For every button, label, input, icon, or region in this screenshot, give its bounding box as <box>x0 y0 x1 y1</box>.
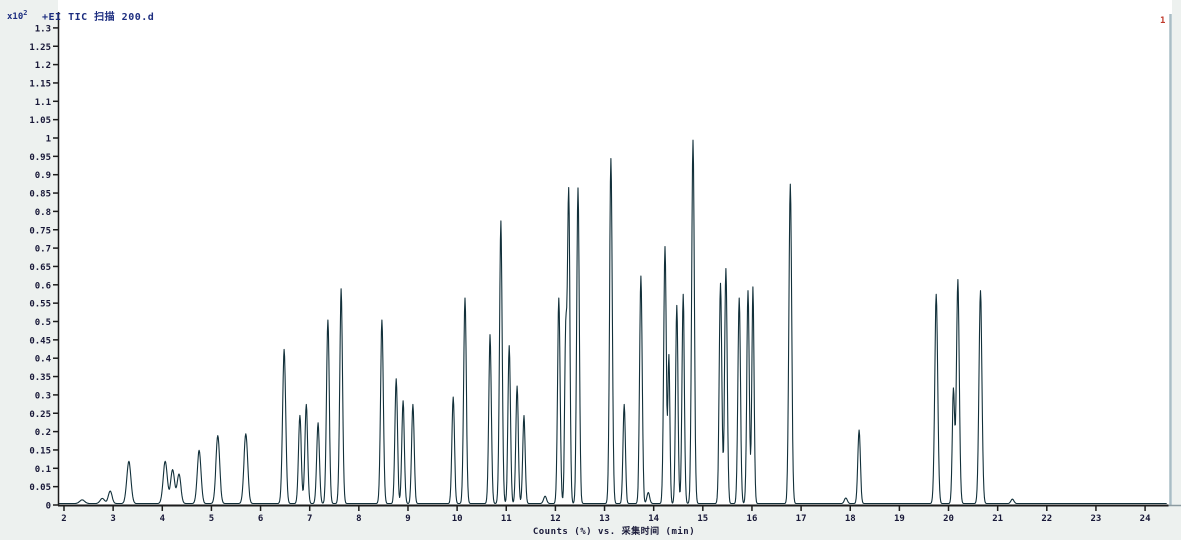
x-tick-label: 11 <box>501 514 512 524</box>
x-tick-label: 10 <box>452 514 463 524</box>
x-tick-label: 21 <box>992 514 1003 524</box>
y-tick-label: 0.65 <box>29 263 51 273</box>
y-tick-label: 1 <box>46 135 51 145</box>
y-tick-label: 1.3 <box>35 24 51 34</box>
y-tick-label: 0.8 <box>35 208 51 218</box>
y-tick-label: 0.3 <box>35 391 51 401</box>
y-tick-label: 0.35 <box>29 373 51 383</box>
x-tick-label: 14 <box>648 514 659 524</box>
y-tick-label: 0.05 <box>29 483 51 493</box>
x-axis-caption: Counts (%) vs. 采集时间 (min) <box>532 527 696 537</box>
y-tick-label: 0.85 <box>29 190 51 200</box>
y-tick-label: 0.15 <box>29 446 51 456</box>
peak-number-marker: 1 <box>1160 16 1166 26</box>
y-tick-label: 0.5 <box>35 318 51 328</box>
y-tick-label: 0.2 <box>35 428 51 438</box>
x-tick-label: 20 <box>943 514 954 524</box>
trace-title: +EI TIC 扫描 200.d <box>42 12 155 23</box>
x-tick-label: 16 <box>747 514 758 524</box>
y-tick-label: 0.6 <box>35 281 51 291</box>
x-tick-label: 7 <box>307 514 312 524</box>
plot-area[interactable] <box>58 0 1172 505</box>
y-scale-exponent: x102 <box>7 9 27 22</box>
y-tick-label: 1.1 <box>35 98 51 108</box>
x-tick-label: 2 <box>61 514 66 524</box>
tic-trace <box>58 139 1167 505</box>
x-tick-label: 22 <box>1041 514 1052 524</box>
x-tick-label: 24 <box>1140 514 1151 524</box>
x-tick-label: 9 <box>405 514 410 524</box>
y-tick-label: 0.45 <box>29 336 51 346</box>
y-tick-label: 0.95 <box>29 153 51 163</box>
y-tick-label: 0 <box>46 502 51 512</box>
y-scale-prefix: x10 <box>7 12 24 22</box>
y-scale-power: 2 <box>23 9 28 17</box>
x-tick-label: 19 <box>894 514 905 524</box>
y-tick-label: 0.9 <box>35 171 51 181</box>
x-tick-label: 5 <box>209 514 214 524</box>
y-tick-label: 1.25 <box>29 43 51 53</box>
y-tick-label: 0.55 <box>29 300 51 310</box>
x-tick-label: 18 <box>845 514 856 524</box>
y-tick-label: 1.15 <box>29 79 51 89</box>
x-tick-label: 23 <box>1091 514 1102 524</box>
y-tick-label: 0.25 <box>29 410 51 420</box>
y-tick-label: 1.2 <box>35 61 51 71</box>
y-tick-label: 0.7 <box>35 245 51 255</box>
x-tick-label: 8 <box>356 514 361 524</box>
x-tick-label: 12 <box>550 514 561 524</box>
x-tick-label: 13 <box>599 514 610 524</box>
x-tick-label: 3 <box>110 514 115 524</box>
x-tick-label: 15 <box>697 514 708 524</box>
y-tick-label: 1.05 <box>29 116 51 126</box>
x-tick-label: 17 <box>796 514 807 524</box>
y-tick-label: 0.75 <box>29 226 51 236</box>
x-tick-label: 4 <box>160 514 166 524</box>
y-tick-label: 0.4 <box>35 355 52 365</box>
y-tick-label: 0.1 <box>35 465 51 475</box>
x-tick-label: 6 <box>258 514 263 524</box>
